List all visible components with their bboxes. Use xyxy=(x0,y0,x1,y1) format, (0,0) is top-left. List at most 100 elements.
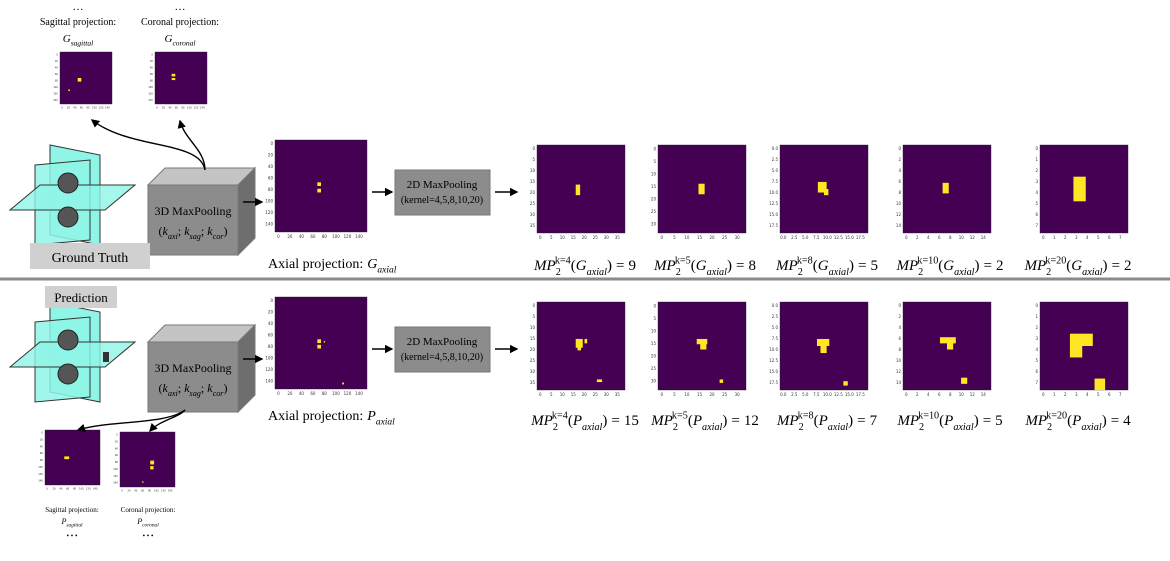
arrow xyxy=(149,409,186,433)
x-tick-label: 60 xyxy=(310,391,316,396)
y-tick-label: 6 xyxy=(898,336,901,341)
text-part: P xyxy=(60,517,66,526)
x-tick-label: 2 xyxy=(1064,235,1067,240)
x-tick-label: 20 xyxy=(287,234,293,239)
x-tick-label: 140 xyxy=(200,106,205,110)
x-tick-label: 0 xyxy=(539,235,542,240)
heatmap xyxy=(536,144,626,234)
x-tick-label: 0 xyxy=(905,235,908,240)
text-part: ( xyxy=(159,224,163,238)
text-part: 2 xyxy=(553,422,558,433)
text-part: k=10 xyxy=(917,256,938,267)
x-tick-label: 17.5 xyxy=(856,235,865,240)
mp-result: MP2k=5(Paxial) = 12 xyxy=(650,411,759,433)
y-tick-label: 5 xyxy=(653,159,656,164)
y-tick-label: 15 xyxy=(530,336,536,341)
text-part: G xyxy=(1071,258,1082,274)
y-tick-label: 0 xyxy=(1035,303,1038,308)
text-part: k=20 xyxy=(1046,411,1067,422)
x-tick-label: 20 xyxy=(582,235,588,240)
x-tick-label: 2 xyxy=(916,392,919,397)
x-tick-label: 14 xyxy=(981,235,987,240)
caption-symbol: Pcoronal xyxy=(136,517,159,529)
text-part: = xyxy=(736,258,744,274)
box xyxy=(394,169,491,216)
y-tick-label: 2 xyxy=(1035,325,1038,330)
text-part: = xyxy=(857,413,865,429)
text-part: ) xyxy=(607,258,612,274)
text-part: ( xyxy=(1066,258,1071,274)
x-tick-label: 10 xyxy=(560,235,566,240)
y-tick-label: 3 xyxy=(1035,179,1038,184)
text-part: MP xyxy=(1024,413,1047,429)
label-box xyxy=(45,286,117,308)
y-tick-label: 12.5 xyxy=(769,201,778,206)
text-part: Axial projection: xyxy=(268,257,363,272)
text-part: 2 xyxy=(919,422,924,433)
x-tick-label: 0.0 xyxy=(780,392,787,397)
text-part: ( xyxy=(159,381,163,395)
heatmap-blob xyxy=(817,181,827,193)
x-tick-label: 40 xyxy=(299,234,305,239)
text-part: P xyxy=(572,413,582,429)
heatmap-blob xyxy=(596,379,603,383)
y-tick-label: 6 xyxy=(1035,369,1038,374)
text-part: axial xyxy=(828,422,849,433)
text-part: P xyxy=(1071,413,1081,429)
box xyxy=(394,326,491,373)
y-tick-label: 15.0 xyxy=(769,369,778,374)
text-part: ) xyxy=(849,258,854,274)
y-tick-label: 30 xyxy=(651,379,657,384)
y-tick-label: 40 xyxy=(40,444,44,448)
x-tick-label: 120 xyxy=(344,234,352,239)
mp-result: MP2k=8(Gaxial) = 5 xyxy=(775,256,878,278)
x-tick-label: 20 xyxy=(710,392,716,397)
text-part: ( xyxy=(1067,413,1072,429)
lesion xyxy=(57,172,79,194)
heatmap-blob xyxy=(171,78,176,81)
y-tick-label: 12 xyxy=(896,369,902,374)
ellipsis: • • • xyxy=(143,532,154,540)
text-part: k=5 xyxy=(675,256,691,267)
text-part: coronal xyxy=(172,39,195,48)
text-part: G xyxy=(63,33,71,45)
lesion xyxy=(103,352,109,362)
heatmap-blob xyxy=(961,377,968,384)
x-tick-label: 60 xyxy=(175,106,179,110)
heatmap-blob xyxy=(1069,346,1083,358)
text-part: k xyxy=(163,224,169,238)
text-part: P xyxy=(818,413,828,429)
x-tick-label: 120 xyxy=(161,489,166,493)
axial-caption: Axial projection: Paxial xyxy=(268,409,395,427)
text-part: MP xyxy=(775,258,798,274)
x-tick-label: 100 xyxy=(332,234,340,239)
x-tick-label: 0 xyxy=(46,487,48,491)
x-tick-label: 140 xyxy=(355,234,363,239)
y-tick-label: 20 xyxy=(530,190,536,195)
y-tick-label: 25 xyxy=(530,201,536,206)
text-part: MP xyxy=(896,413,919,429)
x-tick-label: 10 xyxy=(560,392,566,397)
x-tick-label: 140 xyxy=(105,106,110,110)
x-tick-label: 15 xyxy=(571,392,577,397)
heatmap-blob xyxy=(824,189,829,196)
y-tick-label: 0 xyxy=(898,303,901,308)
text-part: P xyxy=(366,409,376,424)
text-part: 2 xyxy=(798,267,803,278)
text-part: 8 xyxy=(748,258,756,274)
x-tick-label: 5 xyxy=(550,392,553,397)
y-tick-label: 0 xyxy=(270,141,273,146)
y-tick-label: 140 xyxy=(38,479,43,483)
x-tick-label: 4 xyxy=(1086,392,1089,397)
x-tick-label: 100 xyxy=(187,106,192,110)
y-tick-label: 40 xyxy=(150,65,154,69)
x-tick-label: 140 xyxy=(93,487,98,491)
x-tick-label: 20 xyxy=(710,235,716,240)
heatmap-blob xyxy=(575,184,581,196)
x-tick-label: 100 xyxy=(79,487,84,491)
x-tick-label: 30 xyxy=(735,392,741,397)
y-tick-label: 35 xyxy=(530,223,536,228)
x-tick-label: 1 xyxy=(1053,392,1056,397)
y-tick-label: 15 xyxy=(651,184,657,189)
y-tick-label: 140 xyxy=(265,378,273,383)
